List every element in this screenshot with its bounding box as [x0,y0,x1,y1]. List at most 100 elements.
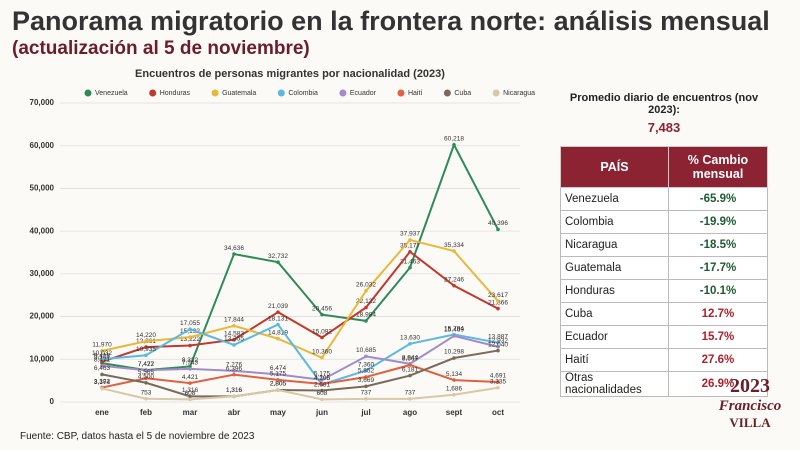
country-cell: Nicaragua [560,233,669,257]
data-label: 5,134 [446,371,463,378]
series-line [101,349,499,398]
data-label: 60,218 [444,136,464,143]
point [188,381,192,385]
country-cell: Colombia [560,210,669,234]
x-tick-label: jun [315,408,328,417]
point [188,367,192,371]
change-cell: -65.9% [667,187,769,211]
data-label: 1,686 [446,386,463,393]
point [364,384,368,389]
average-value: 7,483 [647,120,681,135]
x-tick-label: feb [140,408,152,417]
change-cell: 12.7% [667,302,769,326]
data-label: 18,131 [268,315,288,322]
data-label: 5,175 [314,371,331,378]
point [320,335,324,340]
point [232,252,236,256]
change-cell: 26.9% [667,371,769,397]
data-label: 608 [317,390,328,397]
point [496,340,500,345]
source-note: Fuente: CBP, datos hasta el 5 de noviemb… [20,431,255,442]
data-label: 20,456 [312,305,332,312]
point [496,380,500,384]
y-tick-label: 40,000 [30,226,55,235]
point [452,356,456,360]
legend-label: Guatemala [222,90,256,97]
change-cell: 27.6% [667,348,769,372]
point [408,363,412,367]
legend-label: Colombia [288,90,318,97]
x-tick-label: may [270,408,287,417]
chart-title: Encuentros de personas migrantes por nac… [135,68,445,80]
series-line [101,323,499,386]
data-label: 2,681 [314,381,331,388]
table-row: Cuba 12.7% [560,302,769,326]
data-label: 14,220 [136,332,156,339]
point [232,323,236,328]
data-label: 3,335 [490,378,507,385]
data-label: 5,175 [270,371,287,378]
table-row: Ecuador 15.7% [560,325,769,349]
point [100,357,104,361]
series-line [101,250,499,363]
legend-label: Honduras [160,90,191,97]
point [320,397,324,402]
slide-subtitle: (actualización al 5 de noviembre) [12,38,310,59]
series-line [101,142,499,372]
point [276,322,280,327]
point [276,336,280,341]
country-cell: Guatemala [560,256,669,280]
point [276,260,280,264]
data-label: 7,427 [138,361,155,368]
data-label: 17,844 [224,316,244,323]
point [144,339,148,344]
data-label: 1,316 [182,387,199,394]
legend-marker [443,89,451,97]
data-label: 8,322 [182,357,199,364]
data-label: 3,174 [94,379,111,386]
data-label: 8,667 [402,356,419,363]
legend-marker [492,89,500,97]
data-label: 7,743 [182,360,199,367]
data-label: 13,355 [224,336,244,343]
point [408,265,412,270]
data-label: 31,463 [400,258,420,265]
data-label: 3,382 [94,378,111,385]
data-label: 6,396 [226,365,243,372]
point [188,335,192,339]
data-label: 17,055 [180,320,200,327]
data-label: 35,334 [444,242,464,249]
point [452,249,456,253]
data-label: 5,852 [358,368,375,375]
data-label: 15,794 [444,325,464,332]
point [232,394,236,399]
point [276,372,280,377]
data-label: 14,583 [224,330,244,337]
data-label: 14,819 [268,329,288,336]
point [452,142,456,147]
data-label: 4,206 [314,375,331,382]
point [188,397,192,402]
data-label: 11,970 [92,342,112,349]
data-label: 737 [405,390,416,397]
data-label: 4,500 [138,373,155,380]
legend-marker [339,89,347,97]
point [452,392,456,397]
table-row: Colombia -19.9% [560,210,769,234]
point [364,354,368,359]
point [496,299,500,303]
data-label: 737 [361,390,372,397]
data-label: 10,685 [356,347,376,354]
point [320,355,324,360]
point [276,378,280,382]
x-tick-label: abr [228,408,240,417]
legend-label: Venezuela [95,90,128,97]
country-cell: Ecuador [560,325,669,349]
table-row: Venezuela -65.9% [560,187,769,211]
data-label: 8,471 [94,357,111,364]
point [452,334,456,338]
legend-label: Nicaragua [503,90,535,97]
legend-marker [397,89,405,97]
data-label: 40,396 [488,220,508,227]
data-label: 10,032 [92,350,112,357]
